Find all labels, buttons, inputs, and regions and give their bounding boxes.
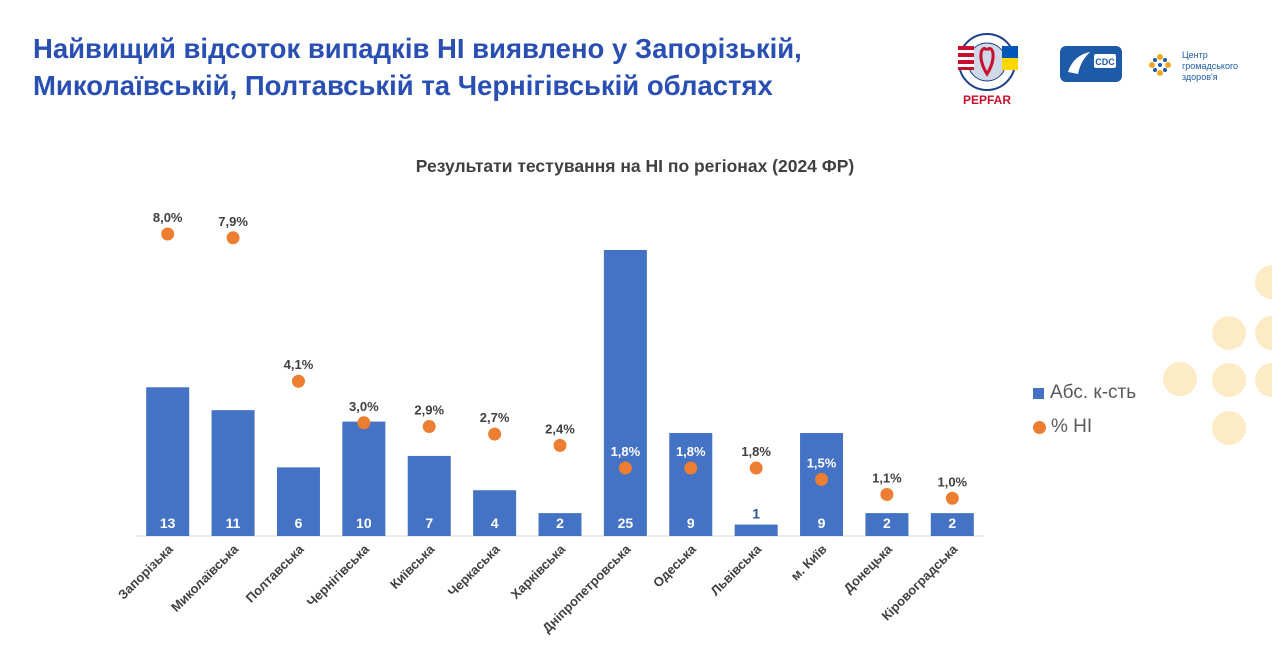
percent-dot bbox=[618, 461, 632, 475]
percent-dot bbox=[488, 427, 502, 441]
percent-label: 3,0% bbox=[349, 399, 379, 414]
bar bbox=[603, 250, 647, 536]
percent-label: 2,7% bbox=[480, 410, 510, 425]
legend-label-dots: % НІ bbox=[1051, 416, 1093, 437]
bar bbox=[146, 387, 190, 536]
percent-label: 2,4% bbox=[545, 421, 575, 436]
x-tick-label: Миколаївська bbox=[168, 541, 242, 615]
slide-title-line-1: Найвищий відсоток випадків НІ виявлено у… bbox=[33, 33, 802, 64]
percent-label: 1,8% bbox=[676, 444, 706, 459]
x-tick-label: Полтавська bbox=[243, 541, 307, 605]
phc-label-line-3: здоров'я bbox=[1182, 72, 1218, 82]
x-tick-label: Харківська bbox=[508, 541, 569, 602]
phc-label-line-1: Центр bbox=[1182, 50, 1208, 60]
percent-dot bbox=[161, 227, 175, 241]
bar bbox=[407, 455, 451, 536]
bar-value-label: 6 bbox=[295, 515, 303, 531]
bar-value-label: 11 bbox=[226, 515, 241, 531]
bar bbox=[865, 513, 909, 536]
percent-label: 8,0% bbox=[153, 210, 183, 225]
percent-dot bbox=[422, 420, 436, 434]
phc-label-line-2: громадського bbox=[1182, 61, 1238, 71]
x-tick-label: Львівська bbox=[707, 541, 764, 598]
bar bbox=[734, 524, 778, 536]
percent-dot bbox=[291, 374, 305, 388]
legend-swatch-dots bbox=[1033, 420, 1046, 434]
percent-dot bbox=[880, 487, 894, 501]
percent-dot bbox=[226, 231, 240, 245]
x-tick-label: Донецька bbox=[840, 541, 895, 596]
percent-dot bbox=[553, 438, 567, 452]
percent-label: 2,9% bbox=[414, 403, 444, 418]
slide-title: Найвищий відсоток випадків НІ виявлено у… bbox=[33, 30, 913, 104]
decorative-circles bbox=[1163, 265, 1272, 445]
x-tick-label: м. Київ bbox=[788, 542, 830, 584]
bar-value-label: 4 bbox=[491, 515, 499, 531]
bar-value-label: 9 bbox=[687, 515, 695, 531]
percent-label: 1,1% bbox=[872, 470, 902, 485]
x-tick-label: Одеська bbox=[650, 541, 699, 590]
pepfar-logo: PEPFAR bbox=[958, 33, 1018, 107]
bar-value-label: 1 bbox=[752, 506, 760, 522]
bar bbox=[538, 513, 582, 536]
bar-value-label: 25 bbox=[618, 515, 634, 531]
cdc-label: CDC bbox=[1095, 57, 1115, 67]
legend-swatch-bars bbox=[1033, 387, 1044, 399]
bar-value-label: 2 bbox=[883, 515, 891, 531]
bar-value-label: 7 bbox=[425, 515, 433, 531]
x-tick-label: Київська bbox=[387, 541, 438, 592]
percent-dot bbox=[749, 461, 763, 475]
phc-logo: Центр громадського здоров'я bbox=[1149, 50, 1238, 82]
bar bbox=[669, 433, 713, 536]
percent-label: 7,9% bbox=[218, 214, 248, 229]
bar bbox=[473, 490, 517, 536]
percent-label: 1,0% bbox=[937, 474, 967, 489]
percent-label: 1,5% bbox=[807, 455, 837, 470]
bar bbox=[930, 513, 974, 536]
bar-value-label: 9 bbox=[818, 515, 826, 531]
chart-title: Результати тестування на НІ по регіонах … bbox=[415, 156, 855, 176]
chart-legend: Абс. к-сть % НІ bbox=[1033, 376, 1136, 444]
percent-label: 1,8% bbox=[741, 444, 771, 459]
legend-item-bars: Абс. к-сть bbox=[1033, 376, 1136, 410]
x-tick-label: Запорізька bbox=[115, 541, 176, 602]
bar bbox=[211, 410, 255, 536]
percent-dot bbox=[945, 491, 959, 505]
bar-value-label: 13 bbox=[160, 515, 176, 531]
legend-item-dots: % НІ bbox=[1033, 410, 1136, 444]
legend-label-bars: Абс. к-сть bbox=[1050, 382, 1137, 403]
slide-title-line-2: Миколаївській, Полтавській та Чернігівсь… bbox=[33, 70, 773, 101]
bar bbox=[276, 467, 320, 536]
bar-value-label: 10 bbox=[356, 515, 372, 531]
partner-logos: PEPFAR CDC Центр громадського здоров'я bbox=[958, 33, 1238, 107]
percent-dot bbox=[357, 416, 371, 430]
pepfar-label: PEPFAR bbox=[963, 93, 1011, 107]
cdc-logo: CDC bbox=[1060, 46, 1122, 82]
percent-label: 4,1% bbox=[284, 357, 314, 372]
percent-dot bbox=[815, 472, 829, 486]
bar-value-label: 2 bbox=[948, 515, 956, 531]
bar bbox=[342, 421, 386, 536]
x-tick-label: Черкаська bbox=[445, 541, 504, 600]
percent-label: 1,8% bbox=[611, 444, 641, 459]
percent-dot bbox=[684, 461, 698, 475]
bar-value-label: 2 bbox=[556, 515, 564, 531]
x-tick-label: Чернігівська bbox=[304, 541, 373, 610]
